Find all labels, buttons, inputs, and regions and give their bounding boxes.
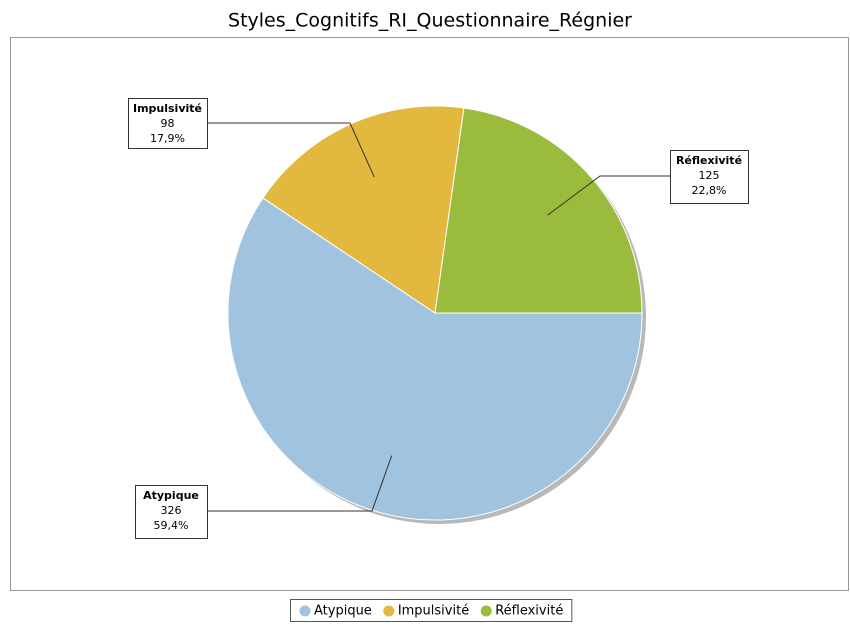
callout-name: Atypique — [143, 489, 199, 502]
callout-name: Impulsivité — [133, 102, 202, 115]
legend-label: Atypique — [314, 604, 372, 619]
pie — [227, 105, 646, 524]
callout-name: Réflexivité — [676, 154, 742, 167]
callout-value: 125 — [699, 169, 720, 182]
callout-line — [207, 455, 393, 512]
callout-percent: 17,9% — [150, 132, 185, 145]
callout-line — [547, 175, 670, 216]
callout-box — [128, 98, 208, 149]
legend-swatch — [299, 605, 311, 617]
callout-box — [670, 150, 749, 204]
legend-label: Impulsivité — [398, 604, 469, 619]
callout-value: 98 — [161, 117, 175, 130]
legend-swatch — [383, 605, 395, 617]
callout-value: 326 — [161, 504, 182, 517]
legend-entries: Atypique Impulsivité Réflexivité — [299, 604, 563, 619]
pie-slice — [434, 107, 643, 314]
callout-box — [135, 485, 208, 539]
labels: Atypique 326 59,4% Impulsivité 98 17,9% Réflex… — [128, 98, 749, 539]
callout-percent: 59,4% — [154, 519, 189, 532]
legend-swatch — [480, 605, 492, 617]
legend-label: Réflexivité — [495, 604, 563, 619]
chart-title: Styles_Cognitifs_RI_Questionnaire_Régnie… — [228, 10, 632, 32]
callout-line — [207, 122, 375, 178]
callout-percent: 22,8% — [692, 184, 727, 197]
pie-slice — [227, 197, 643, 521]
legend — [290, 599, 573, 622]
